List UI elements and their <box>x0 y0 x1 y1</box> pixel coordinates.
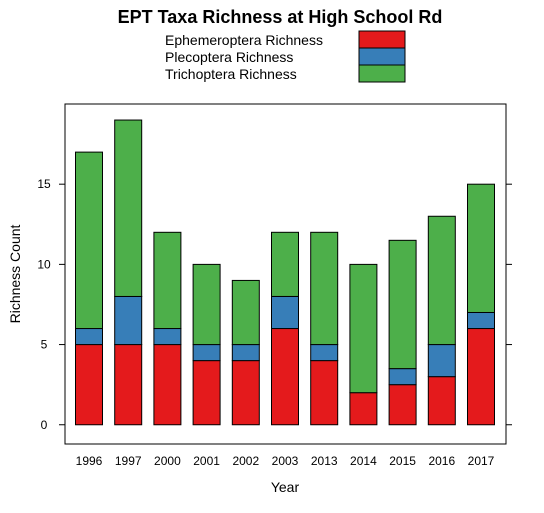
x-tick-label: 1997 <box>115 454 142 468</box>
bar-segment <box>231 344 260 362</box>
y-axis: 0 5 10 15 <box>37 177 512 432</box>
y-tick-label: 15 <box>37 177 51 191</box>
y-tick-label: 5 <box>41 338 48 352</box>
bar-segment <box>231 360 260 426</box>
x-tick-label: 2014 <box>350 454 377 468</box>
plot-frame <box>64 103 507 445</box>
x-tick-label: 2003 <box>272 454 299 468</box>
legend-swatch <box>358 30 406 49</box>
bar-segment <box>427 376 456 426</box>
bar-segment <box>192 263 221 346</box>
bar-segment <box>114 295 143 346</box>
bars <box>75 119 495 426</box>
bar-segment <box>467 328 495 426</box>
x-axis-title: Year <box>271 479 300 495</box>
y-axis-title: Richness Count <box>7 224 23 323</box>
legend-swatch <box>358 64 406 83</box>
bar-segment <box>192 344 221 362</box>
bar-segment <box>75 328 103 346</box>
x-axis: 1996 1997 2000 2001 2002 2003 2013 2014 2015 2016… <box>76 454 495 468</box>
x-tick-label: 2002 <box>232 454 259 468</box>
x-tick-label: 2017 <box>468 454 495 468</box>
bar-segment <box>388 239 417 370</box>
bar-segment <box>310 344 339 362</box>
bar-segment <box>114 119 143 297</box>
bar-segment <box>427 215 456 346</box>
bar-segment <box>271 231 299 297</box>
bar-segment <box>271 328 299 426</box>
bar-segment <box>75 151 103 330</box>
x-tick-label: 2015 <box>389 454 416 468</box>
legend-swatch <box>358 47 406 66</box>
bar-segment <box>271 295 299 330</box>
bar-segment <box>153 328 182 346</box>
y-tick-label: 10 <box>37 257 51 271</box>
bar-segment <box>388 384 417 426</box>
x-tick-label: 1996 <box>76 454 103 468</box>
x-tick-label: 2016 <box>428 454 455 468</box>
bar-segment <box>349 392 378 426</box>
legend-label: Plecoptera Richness <box>165 49 293 65</box>
bar-segment <box>114 344 143 426</box>
legend-label: Ephemeroptera Richness <box>165 32 323 48</box>
bar-segment <box>467 183 495 313</box>
y-tick-label: 0 <box>41 418 48 432</box>
bar-segment <box>231 279 260 346</box>
bar-segment <box>310 360 339 426</box>
x-tick-label: 2000 <box>154 454 181 468</box>
bar-segment <box>388 368 417 386</box>
bar-segment <box>349 263 378 394</box>
bar-segment <box>192 360 221 426</box>
bar-segment <box>153 344 182 426</box>
bar-segment <box>310 231 339 346</box>
bar-segment <box>427 344 456 378</box>
chart-title: EPT Taxa Richness at High School Rd <box>118 7 443 27</box>
bar-segment <box>75 344 103 426</box>
legend-label: Trichoptera Richness <box>165 66 297 82</box>
x-tick-label: 2013 <box>311 454 338 468</box>
bar-segment <box>153 231 182 330</box>
x-tick-label: 2001 <box>193 454 220 468</box>
bar-segment <box>467 311 495 330</box>
